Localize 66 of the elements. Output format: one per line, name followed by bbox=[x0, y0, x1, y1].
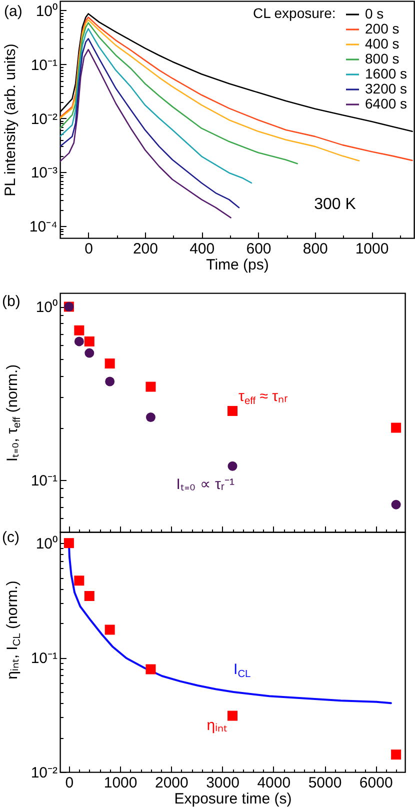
x-tick-label: 2000 bbox=[154, 774, 188, 792]
point bbox=[74, 336, 84, 346]
legend-label: 3200 s bbox=[365, 80, 408, 96]
point bbox=[105, 376, 115, 386]
x-tick-label: 1000 bbox=[355, 240, 389, 258]
x-tick-label: 6000 bbox=[359, 774, 393, 792]
point bbox=[84, 590, 94, 601]
line-series bbox=[60, 28, 252, 184]
point bbox=[84, 336, 94, 346]
point bbox=[391, 750, 402, 760]
y-tick-label: 10⁻¹ bbox=[30, 472, 58, 490]
point bbox=[74, 325, 84, 336]
point bbox=[228, 710, 238, 721]
point bbox=[104, 624, 115, 635]
x-tick-label: 800 bbox=[302, 240, 328, 258]
chart-title: (a) bbox=[4, 3, 22, 20]
chart-title: (b) bbox=[2, 293, 20, 310]
legend-title: CL exposure: bbox=[253, 5, 336, 21]
point bbox=[64, 538, 74, 548]
y-axis-title: PL intensity (arb. units) bbox=[2, 43, 20, 196]
series-label: τ$_{eff}$ ≈ τₙᵣ bbox=[238, 388, 288, 407]
y-tick-label: 10⁻² bbox=[30, 764, 58, 782]
y-tick-label: 10⁻¹ bbox=[30, 650, 58, 668]
point bbox=[74, 576, 84, 586]
legend-label: 6400 s bbox=[365, 96, 408, 112]
point bbox=[391, 422, 402, 433]
point bbox=[391, 500, 401, 510]
y-tick-label: 10⁰ bbox=[36, 536, 58, 553]
series-label: I$_{CL}$ bbox=[234, 661, 251, 680]
annotation: 300 K bbox=[314, 196, 356, 214]
legend-label: 400 s bbox=[365, 36, 400, 52]
legend-label: 200 s bbox=[365, 20, 400, 36]
series-label: Iₜ₌₀ ∝ τᵣ⁻¹ bbox=[176, 476, 234, 494]
line-series bbox=[60, 38, 240, 208]
x-tick-label: 600 bbox=[246, 240, 272, 258]
point bbox=[228, 406, 238, 416]
point bbox=[84, 348, 94, 358]
point bbox=[104, 358, 115, 368]
y-tick-label: 10⁻¹ bbox=[30, 56, 58, 74]
point bbox=[228, 461, 238, 471]
y-tick-label: 10⁻⁴ bbox=[29, 218, 58, 236]
x-tick-label: 0 bbox=[65, 774, 74, 792]
line-series bbox=[60, 22, 298, 164]
x-tick-label: 5000 bbox=[308, 774, 342, 792]
legend-label: 800 s bbox=[365, 50, 400, 66]
x-tick-label: 1000 bbox=[104, 774, 138, 792]
legend-label: 1600 s bbox=[365, 66, 408, 82]
x-tick-label: 400 bbox=[190, 240, 215, 258]
x-tick-label: 4000 bbox=[257, 774, 291, 792]
point bbox=[146, 664, 156, 674]
chart-title: (c) bbox=[2, 529, 20, 546]
x-axis-title: Time (ps) bbox=[206, 256, 269, 274]
line-series bbox=[60, 19, 360, 162]
legend-label: 0 s bbox=[365, 6, 384, 22]
x-tick-label: 0 bbox=[84, 240, 93, 258]
y-tick-label: 10⁰ bbox=[36, 299, 58, 316]
x-axis-title: Exposure time (s) bbox=[174, 790, 292, 808]
y-tick-label: 10⁻² bbox=[30, 110, 58, 128]
x-tick-label: 200 bbox=[132, 240, 158, 258]
x-tick-label: 3000 bbox=[206, 774, 240, 792]
line-series bbox=[60, 48, 232, 218]
y-tick-label: 10⁰ bbox=[36, 2, 58, 20]
point bbox=[146, 382, 156, 392]
series-label: ηᵢₙₜ bbox=[206, 716, 228, 734]
point bbox=[146, 412, 156, 422]
y-tick-label: 10⁻³ bbox=[30, 164, 58, 182]
